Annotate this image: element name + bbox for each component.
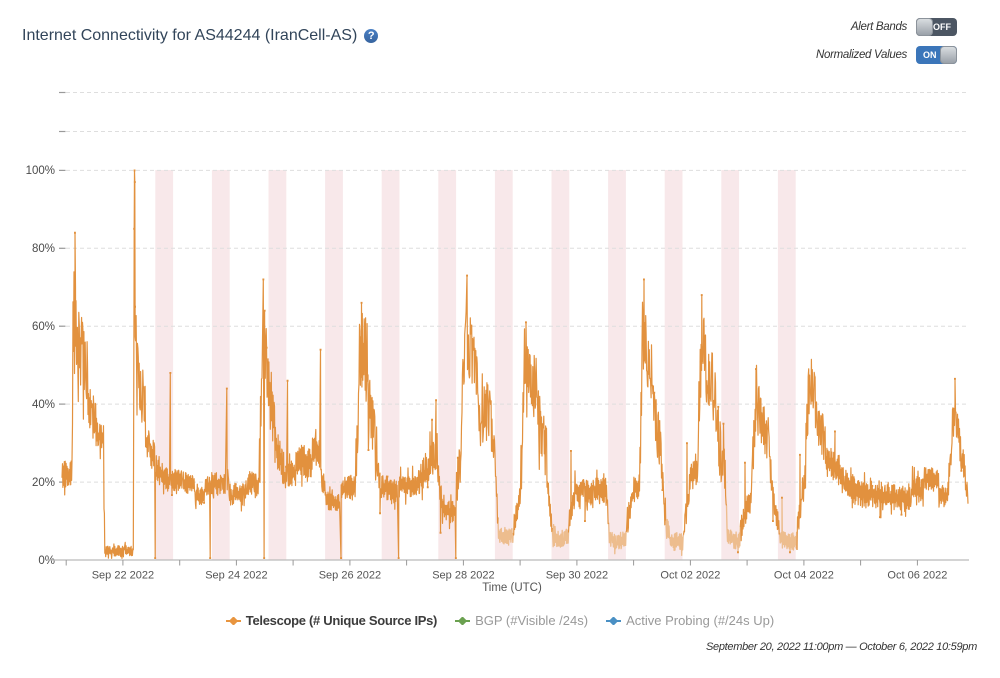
svg-text:60%: 60% <box>32 321 55 333</box>
svg-text:100%: 100% <box>26 165 55 177</box>
svg-text:Sep 28 2022: Sep 28 2022 <box>432 570 494 582</box>
svg-text:Oct 04 2022: Oct 04 2022 <box>774 570 834 582</box>
svg-text:20%: 20% <box>32 477 55 489</box>
svg-text:Oct 02 2022: Oct 02 2022 <box>660 570 720 582</box>
svg-text:Sep 26 2022: Sep 26 2022 <box>319 570 381 582</box>
svg-text:Sep 30 2022: Sep 30 2022 <box>546 570 608 582</box>
svg-text:Sep 24 2022: Sep 24 2022 <box>205 570 267 582</box>
svg-text:40%: 40% <box>32 399 55 411</box>
svg-text:0%: 0% <box>38 555 55 567</box>
svg-text:Time (UTC): Time (UTC) <box>482 582 542 594</box>
svg-text:80%: 80% <box>32 243 55 255</box>
svg-text:Sep 22 2022: Sep 22 2022 <box>92 570 154 582</box>
svg-text:Oct 06 2022: Oct 06 2022 <box>887 570 947 582</box>
